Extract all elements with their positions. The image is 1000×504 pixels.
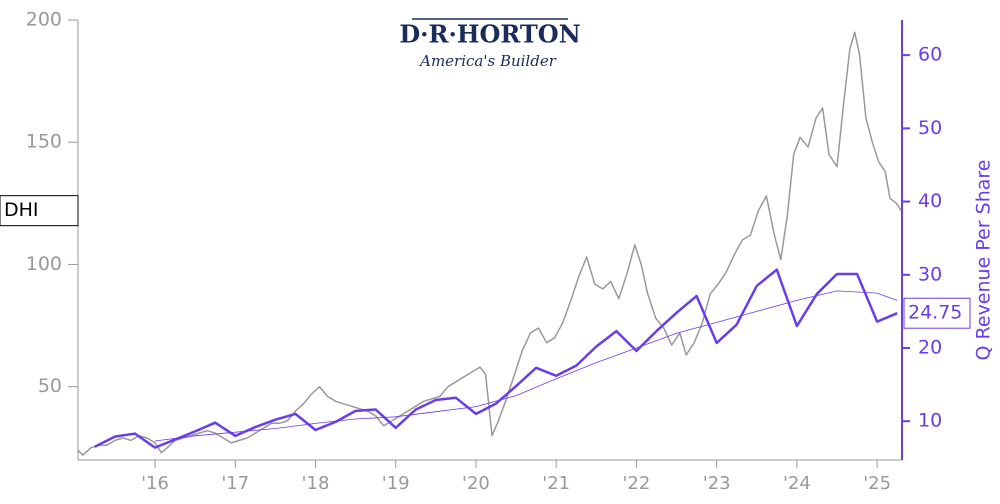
y2-tick-label: 50 <box>918 117 942 139</box>
logo-text: D·R·HORTON <box>399 20 580 49</box>
y2-tick-label: 10 <box>918 410 942 432</box>
y2-tick-label: 30 <box>918 263 942 285</box>
x-tick-label: '25 <box>863 473 891 494</box>
series-tag-box <box>0 195 79 227</box>
series-line <box>77 31 902 456</box>
logo-tagline: America's Builder <box>418 52 557 70</box>
x-tick-label: '21 <box>542 473 570 494</box>
x-tick-label: '17 <box>221 473 249 494</box>
series-line <box>94 268 898 449</box>
x-tick-label: '24 <box>783 473 811 494</box>
y-tick-label: 50 <box>38 375 62 397</box>
y2-tick-label: 40 <box>918 190 942 212</box>
y-tick-label: 150 <box>26 131 62 153</box>
x-tick-label: '18 <box>302 473 330 494</box>
x-tick-label: '19 <box>382 473 410 494</box>
series-tag: DHI <box>4 199 39 221</box>
value-label: 24.75 <box>908 302 962 324</box>
y-tick-label: 100 <box>26 253 62 275</box>
y-tick-label: 200 <box>26 9 62 31</box>
y2-tick-label: 60 <box>918 44 942 66</box>
value-label-box <box>903 297 971 329</box>
x-tick-label: '16 <box>141 473 169 494</box>
x-tick-label: '22 <box>622 473 650 494</box>
x-tick-label: '20 <box>462 473 490 494</box>
y2-tick-label: 20 <box>918 336 942 358</box>
x-tick-label: '23 <box>703 473 731 494</box>
series-line <box>154 290 898 442</box>
y2-axis-title: Q Revenue Per Share <box>973 160 995 361</box>
